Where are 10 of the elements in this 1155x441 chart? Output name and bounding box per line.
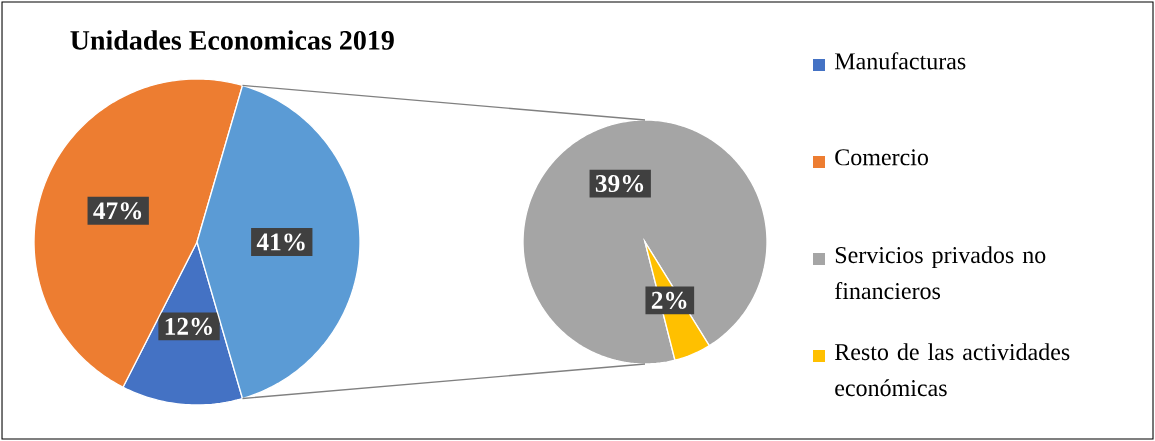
- data-label: 39%: [595, 175, 644, 193]
- chart-title: Unidades Economicas 2019: [70, 30, 394, 50]
- legend-label: Resto de las actividades económicas: [834, 343, 1070, 397]
- legend-label: Comercio: [835, 149, 929, 166]
- data-label: 41%: [256, 233, 305, 251]
- legend-label: Servicios privados no financieros: [835, 246, 1046, 300]
- data-label: 2%: [651, 291, 687, 309]
- data-label: 47%: [93, 202, 142, 220]
- data-label: 12%: [165, 317, 212, 335]
- legend-label: Manufacturas: [834, 52, 966, 70]
